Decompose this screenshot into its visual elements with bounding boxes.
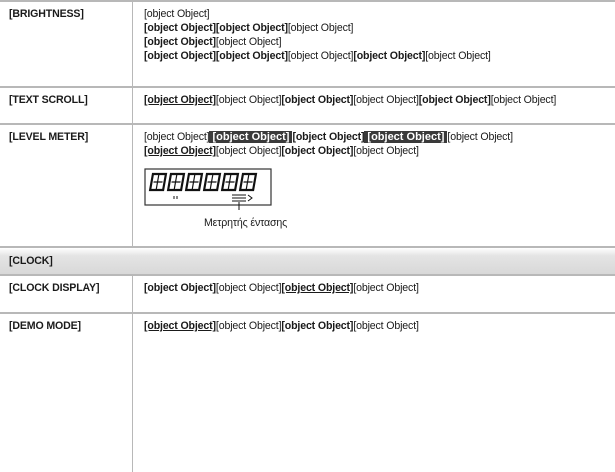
text-run: [object Object] <box>144 36 216 48</box>
text-run: [object Object] <box>144 22 216 34</box>
text-run: [object Object] <box>281 94 354 106</box>
text-run: [object Object] <box>281 320 354 332</box>
text-run: [object Object] <box>144 282 216 294</box>
paragraph: [object Object][object Object][object Ob… <box>144 319 607 333</box>
text-run: [object Object] <box>144 145 216 157</box>
figure-caption: Μετρητής έντασης <box>204 217 288 229</box>
text-run: [object Object] <box>144 131 210 143</box>
text-run: [object Object] <box>215 320 282 332</box>
setting-description: [object Object][object Object][object Ob… <box>133 2 615 86</box>
text-run: [object Object] <box>447 131 513 143</box>
paragraph: [object Object][object Object][object Ob… <box>144 21 607 35</box>
paragraph: [object Object] <box>144 7 607 21</box>
section-heading: [CLOCK] <box>0 246 615 274</box>
text-run: [object Object] <box>353 282 419 294</box>
text-run: [object Object] <box>215 282 282 294</box>
text-run: [object Object] <box>215 36 282 48</box>
setting-name: [CLOCK DISPLAY] <box>0 276 133 312</box>
text-run: [object Object] <box>144 8 210 20</box>
text-run: [object Object] <box>353 320 419 332</box>
model-badge: [object Object] <box>364 131 448 143</box>
setting-name: [LEVEL METER] <box>0 125 133 246</box>
text-run: [object Object] <box>144 94 216 106</box>
text-run: [object Object] <box>490 94 557 106</box>
paragraph: [object Object][object Object][object Ob… <box>144 49 607 63</box>
table-row: [TEXT SCROLL] [object Object][object Obje… <box>0 86 615 123</box>
paragraph: [object Object][object Object][object Ob… <box>144 281 607 295</box>
lcd-illustration <box>144 168 272 210</box>
setting-name: [DEMO MODE] <box>0 314 133 472</box>
table-row: [BRIGHTNESS] [object Object] [object Objec… <box>0 0 615 86</box>
paragraph: [object Object][object Object][object Ob… <box>144 144 607 158</box>
text-run: [object Object] <box>287 50 354 62</box>
text-run: [object Object] <box>418 94 491 106</box>
text-run: [object Object] <box>215 50 288 62</box>
setting-description: [object Object][object Object][object Ob… <box>133 88 615 123</box>
text-run: [object Object] <box>281 145 354 157</box>
text-run: [object Object] <box>215 22 288 34</box>
setting-description: [object Object][object Object][object Ob… <box>133 314 615 472</box>
setting-name: [TEXT SCROLL] <box>0 88 133 123</box>
text-run: [object Object] <box>353 50 426 62</box>
text-run: [object Object] <box>353 94 419 106</box>
paragraph: [object Object][object Object] <box>144 35 607 49</box>
text-run: [object Object] <box>215 94 282 106</box>
setting-description: [object Object][object Object][object Ob… <box>133 125 615 246</box>
text-run: [object Object] <box>144 320 216 332</box>
setting-description: [object Object][object Object][object Ob… <box>133 276 615 312</box>
text-run: [object Object] <box>287 22 354 34</box>
setting-name: [BRIGHTNESS] <box>0 2 133 86</box>
model-badge: [object Object] <box>209 131 293 143</box>
text-run: [object Object] <box>425 50 491 62</box>
table-row: [LEVEL METER] [object Object] [object Obje… <box>0 123 615 246</box>
text-run: [object Object] <box>215 145 282 157</box>
text-run: [object Object] <box>144 50 216 62</box>
table-row: [DEMO MODE] [object Object][object Object… <box>0 312 615 472</box>
paragraph: [object Object][object Object][object Ob… <box>144 130 607 144</box>
text-run: [object Object] <box>353 145 419 157</box>
paragraph: [object Object][object Object][object Ob… <box>144 93 607 107</box>
text-run: [object Object] <box>281 282 354 294</box>
table-row: [CLOCK DISPLAY] [object Object][object Ob… <box>0 274 615 312</box>
display-figure <box>144 168 607 214</box>
text-run: [object Object] <box>292 131 365 143</box>
